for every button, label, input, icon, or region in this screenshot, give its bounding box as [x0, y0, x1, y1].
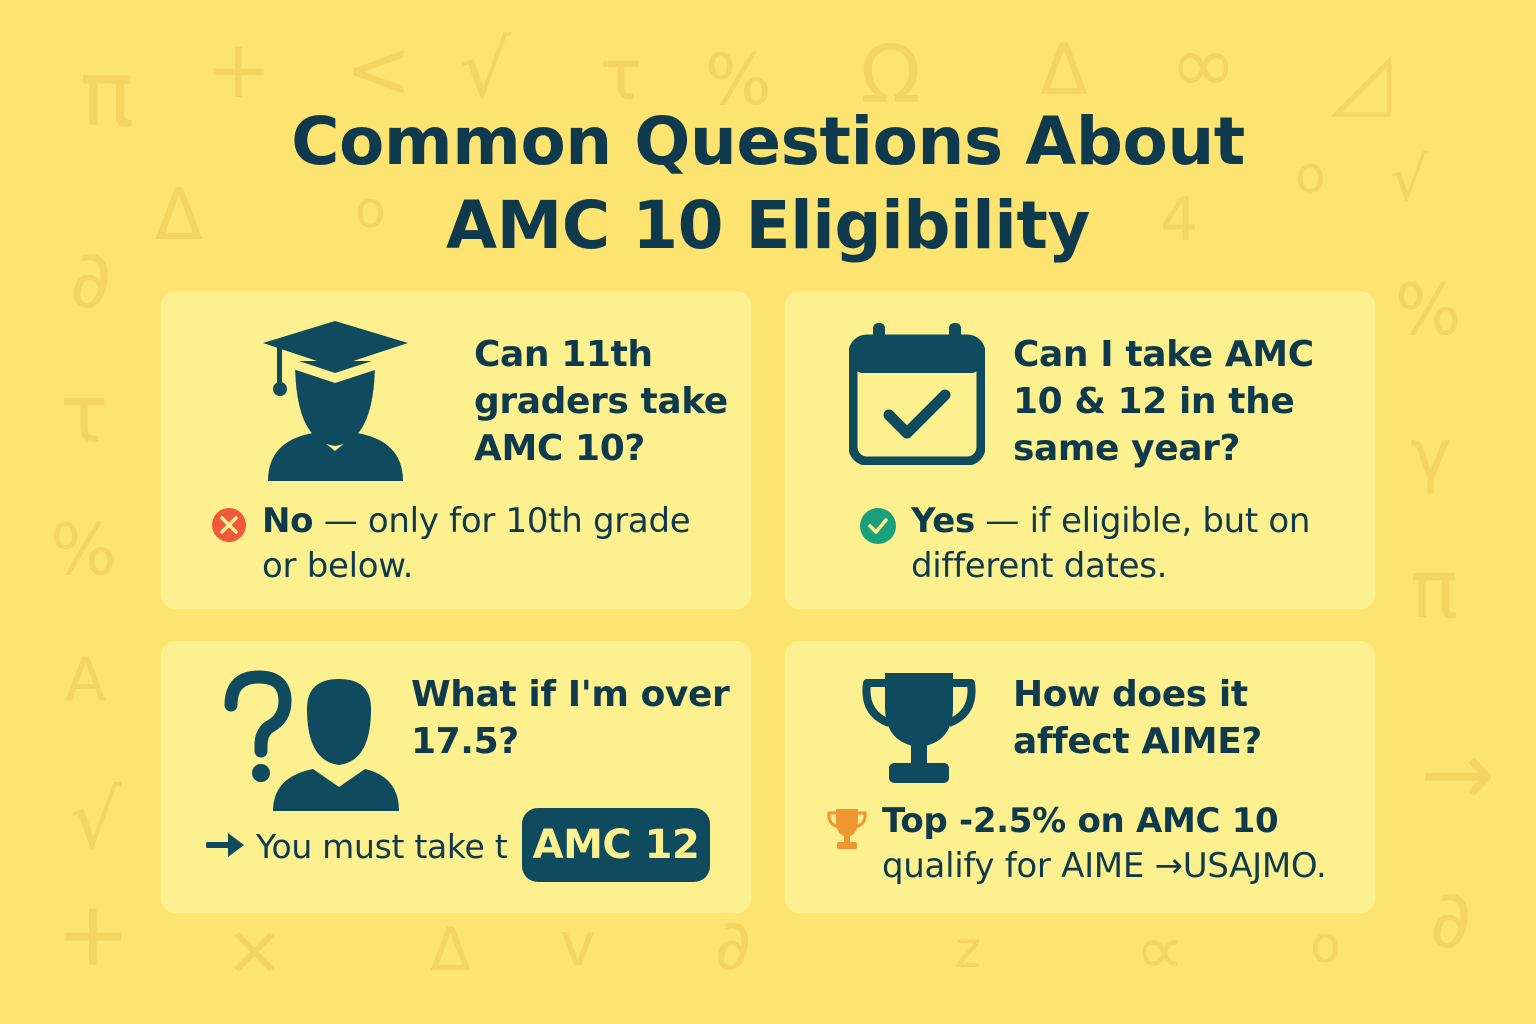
- question-line: graders take: [474, 381, 728, 422]
- answer-line: — only for 10th grade: [313, 501, 691, 541]
- bg-symbol: τ: [60, 368, 109, 461]
- check-circle-icon: [859, 507, 897, 545]
- bg-symbol: <: [345, 23, 413, 116]
- faq-card-aime: How does it affect AIME? Top -2.5% on AM…: [785, 641, 1375, 913]
- bg-symbol: 4: [1160, 185, 1199, 255]
- answer-bold: No: [262, 501, 314, 541]
- answer-bold: Yes: [911, 501, 975, 541]
- arrow-right-icon: [206, 831, 246, 859]
- answer-line: different dates.: [911, 546, 1168, 586]
- trophy-icon: [861, 667, 977, 785]
- question-text: Can I take AMC 10 & 12 in the same year?: [1013, 331, 1314, 472]
- bg-symbol: %: [1395, 269, 1462, 351]
- bg-symbol: ×: [225, 909, 284, 991]
- answer-text: Yes — if eligible, but on different date…: [911, 499, 1310, 589]
- answer-line: — if eligible, but on: [974, 501, 1311, 541]
- answer-text: You must take t: [256, 824, 508, 869]
- graduation-student-icon: [263, 321, 408, 483]
- question-line: same year?: [1013, 428, 1240, 469]
- answer-line: qualify for AIME →USAJMO.: [882, 846, 1327, 886]
- question-line: AMC 10?: [474, 428, 645, 469]
- title-line-2: AMC 10 Eligibility: [446, 187, 1090, 264]
- bg-symbol: o: [355, 181, 386, 239]
- bg-symbol: ∝: [1135, 909, 1186, 991]
- bg-symbol: Δ: [155, 174, 203, 256]
- question-line: 17.5?: [411, 721, 519, 762]
- bg-symbol: %: [50, 509, 117, 591]
- bg-symbol: ◿: [1330, 33, 1392, 126]
- calendar-check-icon: [849, 323, 985, 465]
- title-line-1: Common Questions About: [291, 103, 1245, 180]
- bg-symbol: +: [55, 882, 131, 987]
- faq-card-11th-grade: Can 11th graders take AMC 10? No — only …: [161, 291, 751, 609]
- bg-symbol: √: [1390, 145, 1429, 215]
- answer-line: You must take t: [256, 827, 508, 866]
- question-line: What if I'm over: [411, 674, 730, 715]
- faq-card-same-year: Can I take AMC 10 & 12 in the same year?…: [785, 291, 1375, 609]
- question-line: 10 & 12 in the: [1013, 381, 1295, 422]
- answer-text: No — only for 10th grade or below.: [262, 499, 691, 589]
- answer-text: Top -2.5% on AMC 10 qualify for AIME →US…: [882, 799, 1327, 889]
- bg-symbol: γ: [1410, 414, 1452, 496]
- bg-symbol: ∞: [1170, 18, 1237, 111]
- bg-symbol: ∂: [715, 904, 752, 986]
- amc12-pill: AMC 12: [522, 808, 710, 882]
- answer-line: or below.: [262, 546, 414, 586]
- bg-symbol: %: [705, 39, 772, 121]
- question-line: How does it: [1013, 674, 1248, 715]
- question-text: What if I'm over 17.5?: [411, 671, 730, 765]
- question-person-icon: [221, 669, 401, 814]
- answer-line: Top -2.5% on AMC 10: [882, 801, 1279, 841]
- bg-symbol: √: [70, 773, 121, 866]
- bg-symbol: +: [205, 23, 273, 116]
- faq-card-over-17: What if I'm over 17.5? You must take t A…: [161, 641, 751, 913]
- bg-symbol: Ω: [860, 28, 922, 121]
- bg-symbol: o: [1310, 916, 1341, 974]
- bg-symbol: π: [1410, 543, 1459, 636]
- bg-symbol: →: [1420, 722, 1496, 827]
- page-title: Common Questions About AMC 10 Eligibilit…: [0, 100, 1536, 268]
- bg-symbol: v: [560, 910, 596, 980]
- bg-symbol: √: [460, 23, 511, 116]
- bg-symbol: Δ: [430, 915, 472, 985]
- question-text: Can 11th graders take AMC 10?: [474, 331, 728, 472]
- question-line: Can I take AMC: [1013, 334, 1314, 375]
- bg-symbol: z: [955, 921, 982, 979]
- x-circle-icon: [211, 507, 247, 543]
- bg-symbol: Δ: [1040, 29, 1088, 111]
- bg-symbol: o: [1295, 146, 1326, 204]
- bg-symbol: ∂: [1430, 873, 1472, 966]
- bg-symbol: A: [65, 645, 107, 715]
- bg-symbol: ∂: [70, 233, 112, 326]
- bg-symbol: τ: [600, 34, 643, 116]
- small-trophy-icon: [827, 807, 867, 851]
- bg-symbol: π: [80, 42, 135, 147]
- question-line: Can 11th: [474, 334, 653, 375]
- question-text: How does it affect AIME?: [1013, 671, 1262, 765]
- question-line: affect AIME?: [1013, 721, 1262, 762]
